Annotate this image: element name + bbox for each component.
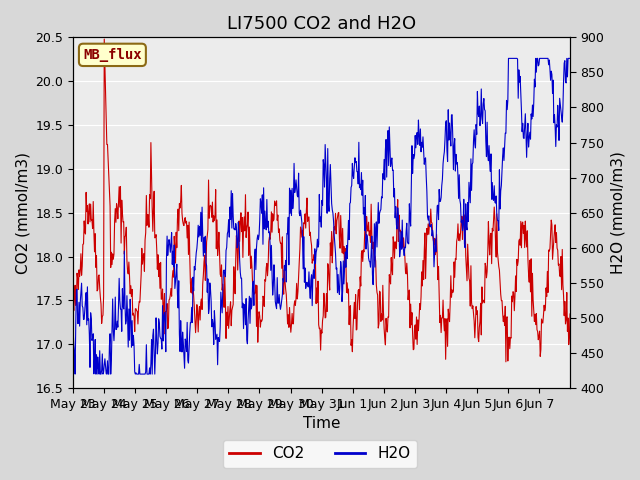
- CO2: [244, 209, 252, 215]
- CO2: [128, 287, 136, 292]
- H2O: [373, 244, 381, 250]
- CO2: [502, 359, 509, 365]
- H2O: [220, 268, 227, 274]
- CO2: [373, 289, 381, 295]
- Y-axis label: H2O (mmol/m3): H2O (mmol/m3): [610, 151, 625, 274]
- H2O: [71, 371, 79, 377]
- Y-axis label: CO2 (mmol/m3): CO2 (mmol/m3): [15, 152, 30, 274]
- Legend: CO2, H2O: CO2, H2O: [223, 440, 417, 468]
- CO2: [263, 261, 271, 266]
- H2O: [401, 244, 409, 250]
- Title: LI7500 CO2 and H2O: LI7500 CO2 and H2O: [227, 15, 416, 33]
- Line: CO2: CO2: [73, 39, 570, 362]
- CO2: [401, 253, 409, 259]
- CO2: [566, 311, 574, 317]
- CO2: [100, 36, 108, 42]
- CO2: [220, 289, 227, 295]
- H2O: [128, 318, 136, 324]
- X-axis label: Time: Time: [303, 417, 340, 432]
- H2O: [566, 56, 574, 61]
- CO2: [69, 300, 77, 306]
- H2O: [69, 327, 77, 333]
- H2O: [263, 197, 271, 203]
- Text: MB_flux: MB_flux: [83, 48, 141, 62]
- Line: H2O: H2O: [73, 59, 570, 374]
- H2O: [244, 317, 252, 323]
- H2O: [505, 56, 513, 61]
